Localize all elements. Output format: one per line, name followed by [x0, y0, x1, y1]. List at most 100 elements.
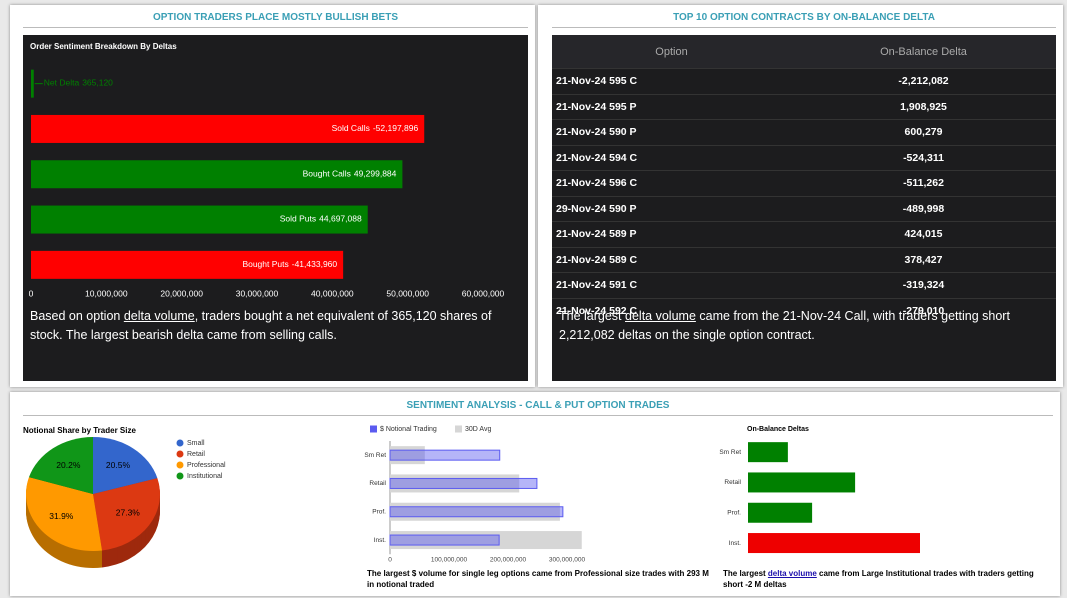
table-cell: 21-Nov-24 595 P: [552, 93, 791, 120]
legend-swatch: [176, 472, 184, 480]
table-row: 21-Nov-24 591 C -319,324: [552, 272, 1056, 298]
legend-label: Small: [187, 440, 205, 447]
x-tick-label: 30,000,000: [236, 288, 279, 298]
table-cell: 21-Nov-24 594 C: [552, 144, 791, 171]
legend-swatch: [370, 425, 377, 433]
table-row: 21-Nov-24 595 C -2,212,082: [552, 68, 1056, 94]
y-tick-label: Retail: [724, 479, 741, 486]
x-tick-label: 100,000,000: [431, 557, 468, 564]
bar: [748, 472, 856, 493]
link[interactable]: delta volume: [123, 309, 195, 323]
table-cell: 21-Nov-24 592 C: [552, 297, 791, 323]
legend-swatch: [176, 439, 184, 447]
text: came from the 21-Nov-24 Call, with trade…: [559, 309, 1010, 342]
table-cell: 1,908,925: [791, 93, 1056, 120]
delta-table: Option On-Balance Delta 21-Nov-24 595 C -2…: [552, 35, 1056, 323]
chart-title: Order Sentiment Breakdown By Deltas: [30, 42, 177, 51]
legend-swatch: [176, 461, 184, 469]
table-row: 21-Nov-24 589 P 424,015: [552, 221, 1056, 247]
x-tick-label: 0: [29, 288, 34, 298]
table-cell: -319,324: [791, 272, 1056, 298]
data-label: 20.5%: [106, 460, 131, 470]
x-tick-label: 20,000,000: [160, 288, 203, 298]
bar: [389, 534, 500, 546]
panel-title: OPTION TRADERS PLACE MOSTLY BULLISH BETS: [23, 12, 528, 28]
y-tick-label: Prof.: [727, 509, 741, 516]
legend-label: Institutional: [187, 473, 223, 480]
table-row: 21-Nov-24 594 C -524,311: [552, 144, 1056, 171]
bar: [748, 533, 920, 554]
legend-label: $ Notional Trading: [380, 426, 437, 433]
category-label: Bought Calls: [303, 169, 351, 179]
link[interactable]: delta volume: [767, 569, 817, 578]
table-row: 29-Nov-24 590 P -489,998: [552, 195, 1056, 222]
data-label: 31.9%: [49, 511, 74, 521]
y-tick-label: Sm Ret: [719, 449, 741, 456]
bar: [31, 69, 34, 98]
y-tick-label: Prof.: [372, 508, 386, 515]
table-cell: -279,010: [791, 297, 1056, 323]
column-header: On-Balance Delta: [791, 35, 1056, 69]
value-label: 49,299,884: [354, 169, 397, 179]
table-row: 21-Nov-24 589 C 378,427: [552, 246, 1056, 273]
x-tick-label: 50,000,000: [386, 288, 429, 298]
table-cell: 378,427: [791, 246, 1056, 273]
table-row: 21-Nov-24 590 P 600,279: [552, 119, 1056, 145]
legend-label: 30D Avg: [465, 426, 491, 433]
table-cell: 21-Nov-24 591 C: [552, 272, 791, 298]
table-cell: 21-Nov-24 596 C: [552, 170, 791, 196]
data-label: Bought Calls 49,299,884: [303, 169, 397, 179]
category-label: Sold Puts: [280, 214, 316, 224]
bar: [31, 250, 344, 279]
table-cell: 29-Nov-24 590 P: [552, 195, 791, 222]
legend-swatch: [176, 450, 184, 458]
data-label: Sold Calls -52,197,896: [332, 123, 419, 133]
legend-label: Professional: [187, 462, 226, 469]
legend-label: Retail: [187, 451, 205, 458]
table-cell: -489,998: [791, 195, 1056, 222]
value-label: -41,433,960: [292, 259, 338, 269]
x-tick-label: 10,000,000: [85, 288, 128, 298]
legend-swatch: [455, 425, 462, 433]
x-tick-label: 200,000,000: [490, 557, 527, 564]
bar: [31, 114, 425, 143]
bar: [389, 477, 538, 489]
text: The largest: [559, 309, 626, 323]
pie-slice: [28, 437, 94, 494]
table-cell: 21-Nov-24 595 C: [552, 68, 791, 94]
summary: The largest delta volume came from the 2…: [559, 307, 1049, 345]
text: came from Large Institutional trades wit…: [723, 569, 1034, 589]
pie-slice: [93, 478, 160, 551]
link[interactable]: delta volume: [625, 309, 696, 323]
y-tick-label: Inst.: [729, 540, 741, 547]
table-cell: 21-Nov-24 589 C: [552, 246, 791, 273]
text: The largest: [723, 569, 768, 578]
panel-title: SENTIMENT ANALYSIS - CALL & PUT OPTION T…: [23, 400, 1053, 416]
chart-title: Notional Share by Trader Size: [23, 426, 136, 435]
x-tick-label: 40,000,000: [311, 288, 354, 298]
table-cell: 600,279: [791, 119, 1056, 145]
table-row: 21-Nov-24 596 C -511,262: [552, 170, 1056, 196]
table-cell: 21-Nov-24 590 P: [552, 119, 791, 145]
x-tick-label: 60,000,000: [462, 288, 505, 298]
summary: The largest delta volume came from Large…: [723, 568, 1053, 590]
summary: The largest $ volume for single leg opti…: [367, 569, 709, 589]
data-label: Sold Puts 44,697,088: [280, 214, 362, 224]
category-label: Sold Calls: [332, 123, 370, 133]
data-label: 27.3%: [116, 508, 141, 518]
table-cell: -524,311: [791, 144, 1056, 171]
x-tick-label: 0: [388, 557, 392, 564]
card: [10, 392, 1060, 596]
panel-title: TOP 10 OPTION CONTRACTS BY ON-BALANCE DE…: [552, 12, 1056, 28]
category-label: Bought Puts: [242, 259, 288, 269]
data-label: Bought Puts -41,433,960: [242, 259, 337, 269]
bar: [31, 205, 368, 234]
bar: [31, 160, 403, 189]
y-tick-label: Sm Ret: [364, 452, 386, 459]
y-tick-label: Retail: [369, 480, 386, 487]
table-cell: -2,212,082: [791, 68, 1056, 94]
bar: [389, 449, 501, 461]
column-header: Option: [552, 35, 791, 69]
table-cell: 21-Nov-24 589 P: [552, 221, 791, 247]
